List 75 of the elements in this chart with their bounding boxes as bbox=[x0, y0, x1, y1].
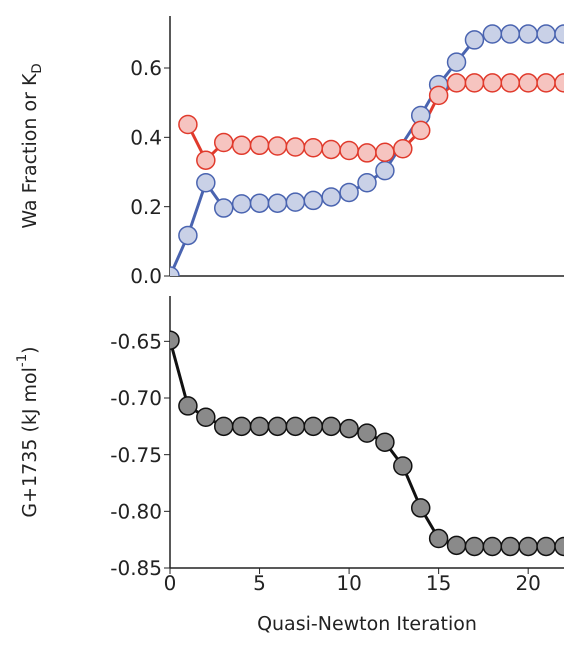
x-tick-label: 5 bbox=[253, 571, 266, 596]
y-tick-label: 0.0 bbox=[130, 264, 162, 288]
point bbox=[500, 536, 520, 556]
point bbox=[482, 73, 502, 93]
y-tick-label: 0.6 bbox=[130, 56, 162, 80]
point bbox=[518, 73, 538, 93]
y-tick-label: -0.80 bbox=[110, 499, 162, 524]
point bbox=[304, 416, 324, 436]
point bbox=[536, 73, 556, 93]
point bbox=[196, 172, 216, 192]
point bbox=[536, 24, 556, 44]
point bbox=[339, 418, 359, 438]
point bbox=[196, 150, 216, 170]
point bbox=[375, 432, 395, 452]
point bbox=[464, 30, 484, 50]
point bbox=[321, 140, 341, 160]
x-tick-label: 15 bbox=[426, 571, 452, 596]
point bbox=[482, 536, 502, 556]
point bbox=[178, 226, 198, 246]
point bbox=[464, 536, 484, 556]
point bbox=[286, 137, 306, 157]
point bbox=[250, 416, 270, 436]
point bbox=[250, 136, 270, 156]
point bbox=[500, 24, 520, 44]
point bbox=[428, 528, 448, 548]
point bbox=[428, 86, 448, 106]
point bbox=[250, 193, 270, 213]
y-tick-label: 0.2 bbox=[130, 194, 162, 219]
point bbox=[518, 24, 538, 44]
x-tick-label: 0 bbox=[164, 571, 176, 596]
y-tick-label: 0.4 bbox=[130, 125, 162, 150]
point bbox=[304, 138, 324, 158]
y-tick-label: -0.85 bbox=[110, 556, 162, 580]
point bbox=[393, 456, 413, 476]
y-tick-label: -0.75 bbox=[110, 442, 162, 467]
point bbox=[339, 182, 359, 202]
point bbox=[232, 416, 252, 436]
point bbox=[446, 73, 466, 93]
point bbox=[482, 24, 502, 44]
point bbox=[339, 140, 359, 160]
point bbox=[357, 423, 377, 443]
point bbox=[232, 136, 252, 156]
point bbox=[321, 187, 341, 207]
y-tick-label: -0.70 bbox=[110, 386, 162, 410]
point bbox=[357, 172, 377, 192]
point bbox=[286, 192, 306, 212]
point bbox=[268, 136, 288, 156]
point bbox=[393, 139, 413, 159]
point bbox=[321, 416, 341, 436]
point bbox=[464, 73, 484, 93]
point bbox=[268, 416, 288, 436]
point bbox=[214, 198, 234, 218]
point bbox=[375, 160, 395, 180]
point bbox=[518, 536, 538, 556]
point bbox=[232, 194, 252, 214]
point bbox=[178, 396, 198, 416]
point bbox=[178, 114, 198, 134]
point bbox=[304, 190, 324, 210]
point bbox=[268, 193, 288, 213]
x-axis-title: Quasi-Newton Iteration bbox=[257, 613, 477, 635]
point bbox=[375, 142, 395, 162]
point bbox=[410, 120, 430, 140]
point bbox=[536, 536, 556, 556]
point bbox=[410, 498, 430, 518]
point bbox=[214, 416, 234, 436]
point bbox=[286, 416, 306, 436]
point bbox=[446, 52, 466, 72]
point bbox=[446, 536, 466, 556]
point bbox=[196, 408, 216, 428]
point bbox=[500, 73, 520, 93]
x-tick-label: 10 bbox=[336, 571, 362, 596]
x-tick-label: 20 bbox=[515, 571, 541, 596]
point bbox=[357, 143, 377, 163]
point bbox=[214, 132, 234, 152]
y-tick-label: -0.65 bbox=[110, 329, 162, 354]
